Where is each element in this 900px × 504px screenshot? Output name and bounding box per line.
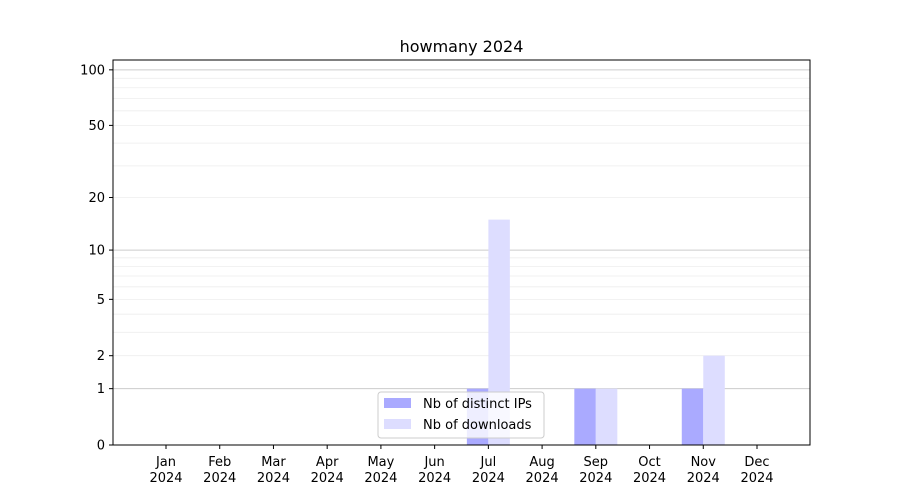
x-tick-label-year: 2024	[311, 471, 344, 486]
x-tick-label-year: 2024	[149, 471, 182, 486]
bar-distinct-ips	[574, 388, 596, 445]
y-tick-label: 0	[97, 439, 105, 454]
y-tick-label: 50	[88, 119, 105, 134]
legend-label: Nb of distinct IPs	[423, 397, 532, 412]
x-tick-label-year: 2024	[579, 471, 612, 486]
y-tick-label: 5	[97, 293, 105, 308]
x-tick-label-month: Nov	[691, 455, 717, 470]
bar-downloads	[488, 219, 510, 445]
x-tick-label-month: Jan	[155, 455, 176, 470]
x-tick-label-month: Apr	[316, 455, 339, 470]
chart-title: howmany 2024	[400, 37, 524, 56]
y-tick-label: 100	[80, 63, 105, 78]
x-tick-label-year: 2024	[633, 471, 666, 486]
x-tick-label-month: May	[367, 455, 394, 470]
y-tick-label: 20	[88, 191, 105, 206]
x-tick-label-month: Sep	[584, 455, 609, 470]
x-tick-label-month: Jul	[480, 455, 497, 470]
bar-distinct-ips	[681, 388, 704, 445]
y-tick-label: 2	[97, 349, 105, 364]
bar-downloads	[703, 355, 725, 445]
legend-swatch	[384, 419, 411, 429]
x-tick-label-month: Feb	[208, 455, 231, 470]
x-tick-label-month: Dec	[744, 455, 769, 470]
x-tick-label-year: 2024	[364, 471, 397, 486]
x-tick-label-year: 2024	[203, 471, 236, 486]
x-tick-label-year: 2024	[257, 471, 290, 486]
x-tick-label-month: Aug	[529, 455, 554, 470]
plot-frame	[112, 59, 811, 446]
x-tick-label-month: Jun	[423, 455, 444, 470]
legend-swatch	[384, 398, 411, 408]
y-tick-label: 10	[88, 244, 105, 259]
x-tick-label-year: 2024	[526, 471, 559, 486]
y-tick-label: 1	[97, 382, 105, 397]
bar-downloads	[595, 388, 618, 445]
x-tick-label-year: 2024	[472, 471, 505, 486]
legend-label: Nb of downloads	[423, 418, 532, 433]
x-tick-label-year: 2024	[687, 471, 720, 486]
legend-box	[377, 391, 545, 439]
x-tick-label-year: 2024	[740, 471, 773, 486]
x-tick-label-month: Mar	[261, 455, 286, 470]
x-tick-label-year: 2024	[418, 471, 451, 486]
x-tick-label-month: Oct	[638, 455, 660, 470]
